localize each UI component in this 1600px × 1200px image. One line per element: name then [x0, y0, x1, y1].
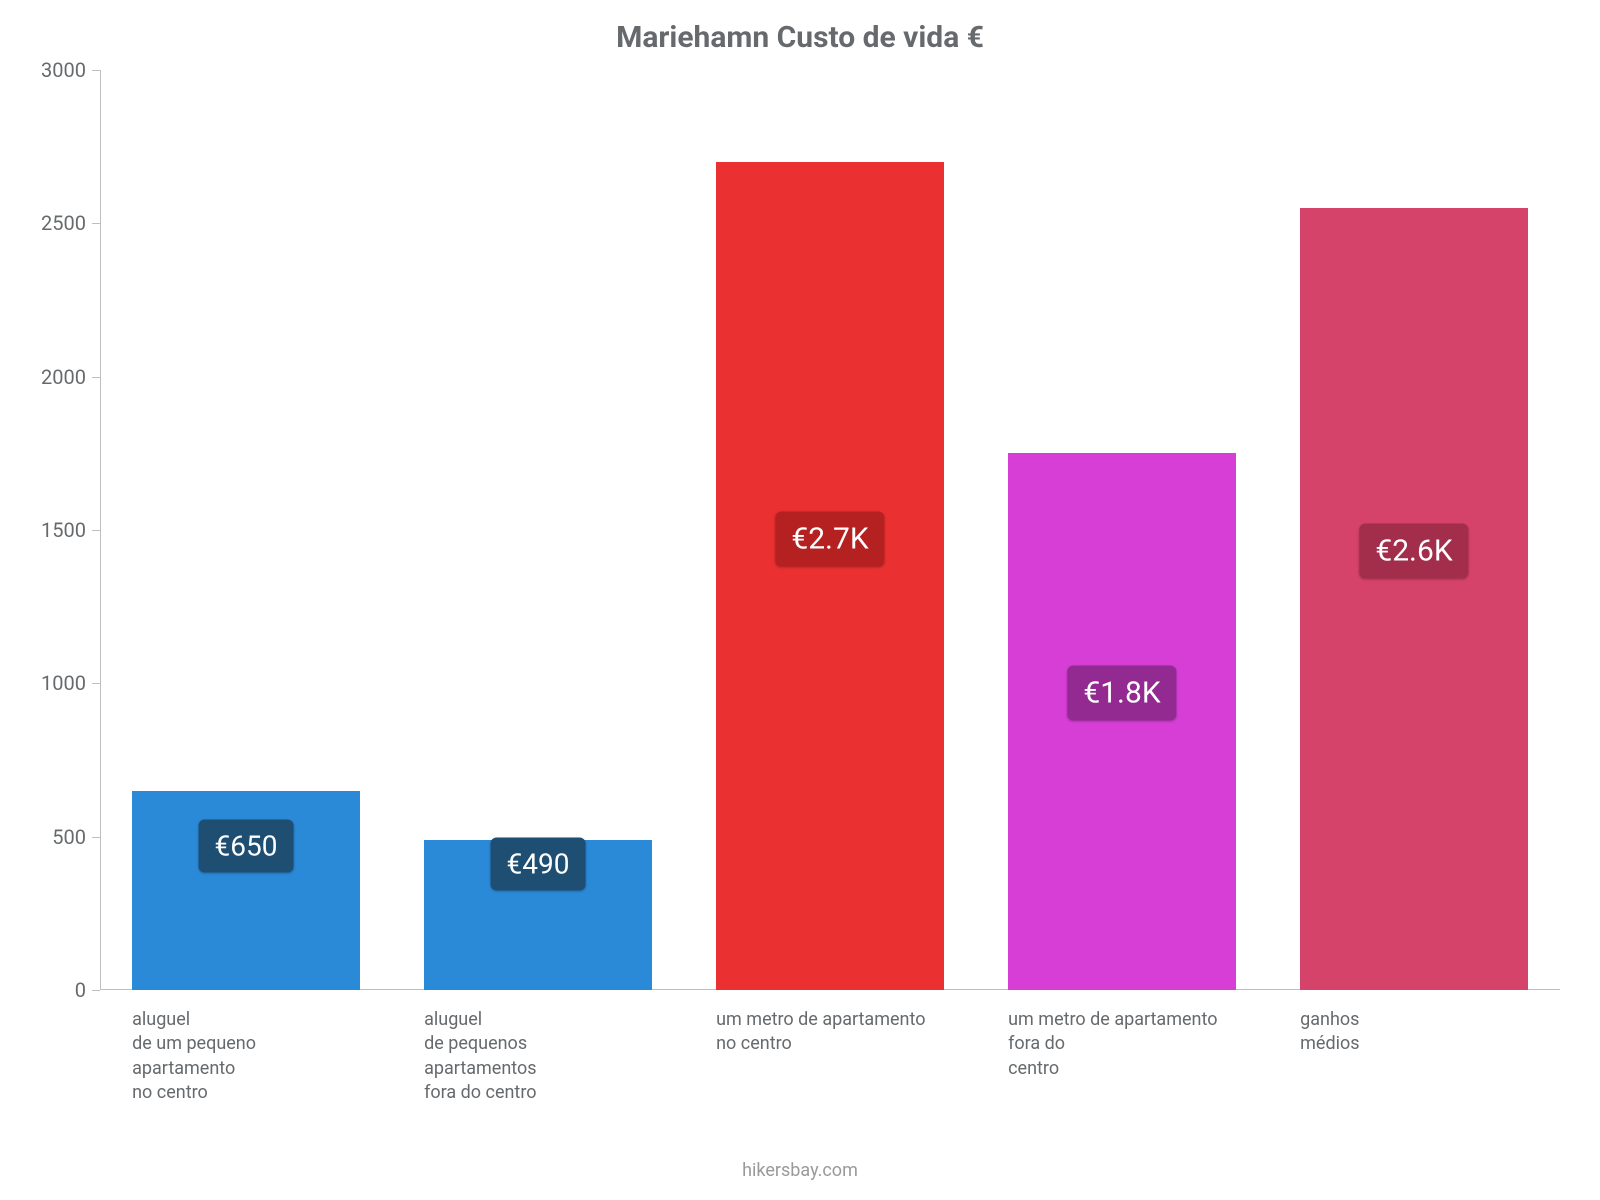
- x-category-label-line: centro: [1008, 1057, 1236, 1081]
- x-category-label: aluguelde um pequenoapartamentono centro: [132, 1008, 360, 1105]
- chart-title: Mariehamn Custo de vida €: [0, 20, 1600, 55]
- bar-value-label: €2.6K: [1359, 524, 1468, 579]
- x-category-label-line: ganhos: [1300, 1008, 1528, 1032]
- x-category-label: aluguelde pequenosapartamentosfora do ce…: [424, 1008, 652, 1105]
- y-tick-mark: [92, 837, 100, 838]
- bar: [1008, 453, 1236, 990]
- y-tick-label: 1000: [41, 671, 86, 695]
- y-tick-mark: [92, 377, 100, 378]
- y-tick-label: 2000: [41, 365, 86, 389]
- x-category-label-line: apartamento: [132, 1057, 360, 1081]
- bar: [716, 162, 944, 990]
- y-tick-label: 1500: [41, 518, 86, 542]
- bar: [1300, 208, 1528, 990]
- x-category-label-line: apartamentos: [424, 1057, 652, 1081]
- x-category-label-line: aluguel: [424, 1008, 652, 1032]
- x-category-label-line: de um pequeno: [132, 1032, 360, 1056]
- bar-value-label: €2.7K: [775, 512, 884, 567]
- x-category-label: ganhosmédios: [1300, 1008, 1528, 1057]
- y-tick-label: 2500: [41, 211, 86, 235]
- plot-area: €650 €490 €2.7K €1.8K €2.6K: [100, 70, 1560, 990]
- y-tick-label: 0: [75, 978, 86, 1002]
- y-tick-label: 500: [52, 825, 86, 849]
- y-tick-mark: [92, 683, 100, 684]
- bar-value-label: €490: [491, 838, 586, 891]
- x-category-label-line: um metro de apartamento: [716, 1008, 944, 1032]
- x-category-label-line: médios: [1300, 1032, 1528, 1056]
- x-category-label-line: um metro de apartamento: [1008, 1008, 1236, 1032]
- x-category-label-line: de pequenos: [424, 1032, 652, 1056]
- y-tick-mark: [92, 223, 100, 224]
- y-tick-mark: [92, 530, 100, 531]
- chart-footer: hikersbay.com: [0, 1160, 1600, 1181]
- x-category-label-line: no centro: [132, 1081, 360, 1105]
- x-category-label: um metro de apartamentofora docentro: [1008, 1008, 1236, 1081]
- x-category-label-line: fora do centro: [424, 1081, 652, 1105]
- y-tick-label: 3000: [41, 58, 86, 82]
- x-category-label: um metro de apartamentono centro: [716, 1008, 944, 1057]
- x-category-label-line: no centro: [716, 1032, 944, 1056]
- bar-value-label: €650: [199, 819, 294, 872]
- y-tick-mark: [92, 990, 100, 991]
- x-category-label-line: fora do: [1008, 1032, 1236, 1056]
- y-axis: [100, 70, 101, 990]
- y-tick-mark: [92, 70, 100, 71]
- bar-value-label: €1.8K: [1067, 665, 1176, 720]
- x-category-label-line: aluguel: [132, 1008, 360, 1032]
